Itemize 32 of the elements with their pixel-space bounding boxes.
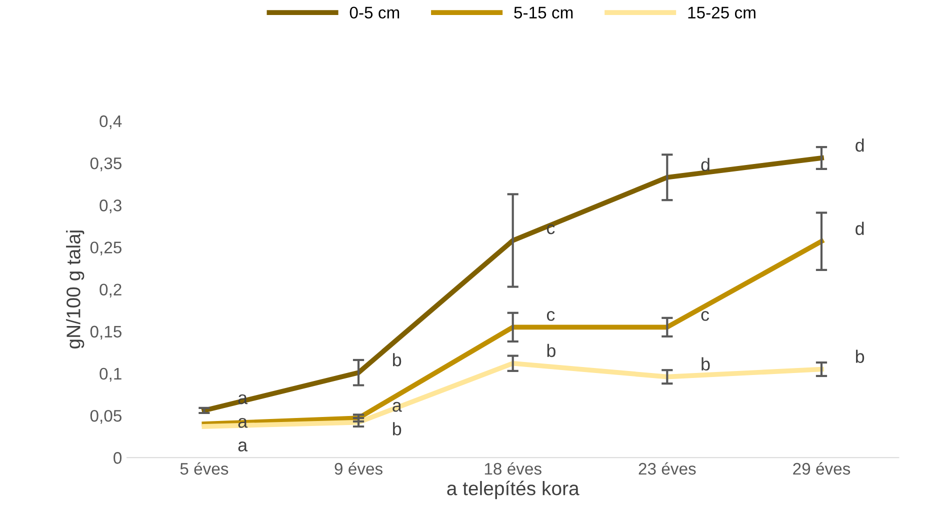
annotation: d [856,222,864,236]
y-tick-label: 0,4 [100,115,122,130]
annotation: b [547,344,556,358]
annotation: b [702,357,710,371]
y-axis-title: gN/100 g talaj [66,230,84,348]
annotation: d [701,158,710,172]
annotation: a [238,442,248,452]
y-tick-label: 0 [114,452,122,464]
annotation: b [393,422,402,436]
x-tick-label: 5 éves [180,462,228,475]
legend-label: 5-15 cm [514,6,573,19]
x-axis-title: a telepítés kora [447,480,580,500]
y-tick-label: 0,35 [90,157,122,172]
legend-label: 0-5 cm [350,6,400,19]
x-tick-label: 23 éves [638,462,696,475]
x-tick-label: 9 éves [334,462,382,475]
annotation: c [701,311,710,321]
annotation: d [856,138,864,152]
y-tick-label: 0,2 [100,284,122,298]
y-tick-label: 0,3 [100,200,122,214]
y-tick-label: 0,1 [100,368,122,382]
annotation: b [856,350,864,363]
x-tick-label: 18 éves [484,462,542,475]
y-tick-label: 0,05 [90,410,122,424]
y-tick-label: 0,25 [90,242,122,256]
line-series [202,156,824,413]
y-tick-label: 0,15 [90,326,122,340]
x-tick-label: 29 éves [793,462,850,475]
annotation: b [393,353,402,366]
annotation: c [546,311,555,321]
legend-label: 15-25 cm [688,6,756,19]
annotation: a [392,402,402,412]
